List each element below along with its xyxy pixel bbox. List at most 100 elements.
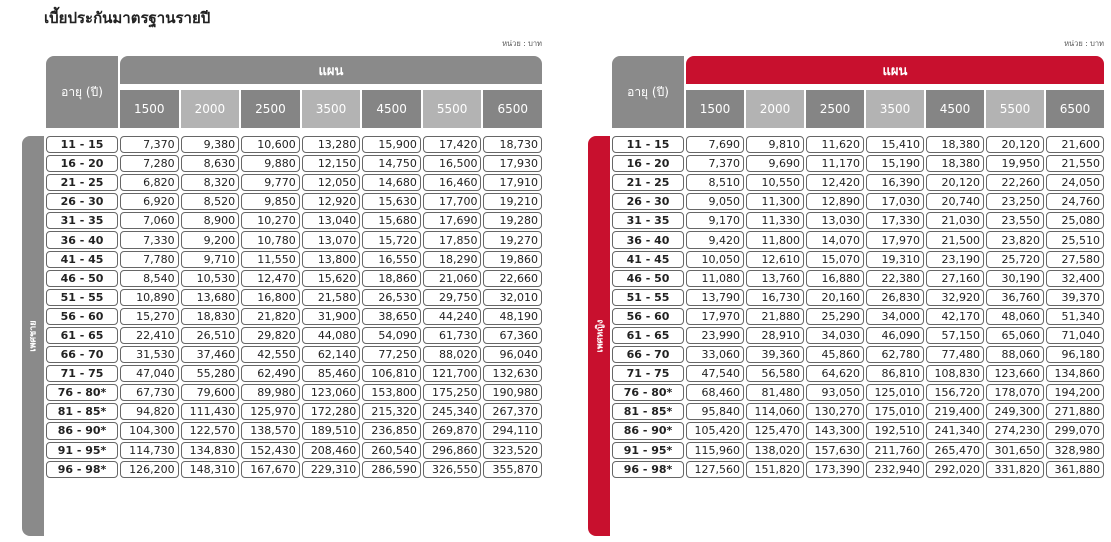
premium-cell: 173,390 <box>806 460 864 478</box>
premium-cell: 123,660 <box>986 365 1044 383</box>
gender-label: เพศหญิง <box>595 319 605 353</box>
premium-cell: 7,370 <box>686 155 744 173</box>
premium-cell: 14,070 <box>806 231 864 249</box>
premium-cell: 26,830 <box>866 288 924 306</box>
premium-cell: 77,250 <box>362 346 421 364</box>
premium-cell: 67,730 <box>120 384 179 402</box>
premium-cell: 89,980 <box>241 384 300 402</box>
premium-cell: 86,810 <box>866 365 924 383</box>
premium-cell: 294,110 <box>483 422 543 440</box>
table-row: 81 - 85* 95,840 114,060 130,270 175,010 219,4… <box>612 403 1104 421</box>
premium-cell: 15,070 <box>806 250 864 268</box>
premium-cell: 42,550 <box>241 346 300 364</box>
table-row: 66 - 70 31,530 37,460 42,550 62,140 77,250 88,… <box>46 346 543 364</box>
table-row: 66 - 70 33,060 39,360 45,860 62,780 77,480 88,… <box>612 346 1104 364</box>
premium-cell: 9,710 <box>180 250 240 268</box>
premium-cell: 20,120 <box>986 136 1044 154</box>
premium-cell: 105,420 <box>686 422 744 440</box>
premium-cell: 7,780 <box>120 250 179 268</box>
premium-cell: 16,550 <box>362 250 421 268</box>
premium-cell: 172,280 <box>301 403 361 421</box>
premium-cell: 31,900 <box>301 307 361 325</box>
premium-cell: 88,020 <box>422 346 482 364</box>
premium-cell: 208,460 <box>301 441 361 459</box>
premium-cell: 15,720 <box>362 231 421 249</box>
plan-column-header: 2000 <box>746 90 804 128</box>
premium-cell: 93,050 <box>806 384 864 402</box>
premium-cell: 13,790 <box>686 288 744 306</box>
premium-cell: 232,940 <box>866 460 924 478</box>
premium-cell: 14,750 <box>362 155 421 173</box>
premium-cell: 11,550 <box>241 250 300 268</box>
premium-cell: 111,430 <box>180 403 240 421</box>
premium-cell: 11,170 <box>806 155 864 173</box>
premium-cell: 46,090 <box>866 326 924 345</box>
premium-cell: 9,690 <box>746 155 804 173</box>
premium-cell: 17,690 <box>422 212 482 230</box>
premium-cell: 95,840 <box>686 403 744 421</box>
plan-column-header: 2000 <box>180 90 240 128</box>
premium-cell: 38,650 <box>362 307 421 325</box>
plan-column-header: 5500 <box>986 90 1044 128</box>
premium-cell: 12,470 <box>241 269 300 287</box>
age-range-cell: 91 - 95* <box>612 441 684 459</box>
premium-cell: 18,290 <box>422 250 482 268</box>
gender-label: เพศชาย <box>29 320 40 352</box>
premium-cell: 42,170 <box>926 307 984 325</box>
age-range-cell: 21 - 25 <box>612 174 684 192</box>
premium-cell: 301,650 <box>986 441 1044 459</box>
premium-cell: 17,970 <box>866 231 924 249</box>
table-row: 61 - 65 22,410 26,510 29,820 44,080 54,090 61,… <box>46 326 543 345</box>
premium-cell: 267,370 <box>483 403 543 421</box>
age-range-cell: 86 - 90* <box>46 422 118 440</box>
premium-cell: 286,590 <box>362 460 421 478</box>
premium-cell: 9,200 <box>180 231 240 249</box>
premium-cell: 19,310 <box>866 250 924 268</box>
premium-cell: 51,340 <box>1046 307 1104 325</box>
premium-cell: 47,040 <box>120 365 179 383</box>
age-range-cell: 41 - 45 <box>612 250 684 268</box>
unit-label: หน่วย : บาท <box>502 39 542 48</box>
premium-cell: 15,190 <box>866 155 924 173</box>
premium-cell: 20,120 <box>926 174 984 192</box>
premium-cell: 18,380 <box>926 155 984 173</box>
premium-cell: 67,360 <box>483 326 543 345</box>
premium-cell: 12,890 <box>806 193 864 211</box>
age-range-cell: 16 - 20 <box>612 155 684 173</box>
premium-cell: 22,660 <box>483 269 543 287</box>
age-column-header: อายุ (ปี) <box>612 56 684 128</box>
table-row: 71 - 75 47,540 56,580 64,620 86,810 108,830 12… <box>612 365 1104 383</box>
premium-cell: 44,080 <box>301 326 361 345</box>
premium-cell: 7,280 <box>120 155 179 173</box>
premium-cell: 79,600 <box>180 384 240 402</box>
plan-column-header: 6500 <box>1046 90 1104 128</box>
premium-cell: 31,530 <box>120 346 179 364</box>
premium-cell: 211,760 <box>866 441 924 459</box>
premium-cell: 245,340 <box>422 403 482 421</box>
premium-cell: 15,630 <box>362 193 421 211</box>
age-range-cell: 56 - 60 <box>612 307 684 325</box>
premium-cell: 190,980 <box>483 384 543 402</box>
premium-cell: 15,270 <box>120 307 179 325</box>
premium-cell: 15,620 <box>301 269 361 287</box>
premium-cell: 12,920 <box>301 193 361 211</box>
premium-cell: 19,210 <box>483 193 543 211</box>
premium-cell: 25,720 <box>986 250 1044 268</box>
premium-cell: 12,150 <box>301 155 361 173</box>
premium-cell: 48,060 <box>986 307 1044 325</box>
premium-cell: 34,000 <box>866 307 924 325</box>
premium-cell: 121,700 <box>422 365 482 383</box>
premium-cell: 56,580 <box>746 365 804 383</box>
premium-cell: 15,410 <box>866 136 924 154</box>
premium-cell: 104,300 <box>120 422 179 440</box>
premium-cell: 8,900 <box>180 212 240 230</box>
premium-cell: 44,240 <box>422 307 482 325</box>
premium-cell: 114,730 <box>120 441 179 459</box>
premium-cell: 11,300 <box>746 193 804 211</box>
premium-cell: 8,510 <box>686 174 744 192</box>
table-row: 21 - 25 8,510 10,550 12,420 16,390 20,120 22,2… <box>612 174 1104 192</box>
premium-cell: 134,860 <box>1046 365 1104 383</box>
premium-cell: 265,470 <box>926 441 984 459</box>
premium-cell: 175,010 <box>866 403 924 421</box>
premium-cell: 32,920 <box>926 288 984 306</box>
